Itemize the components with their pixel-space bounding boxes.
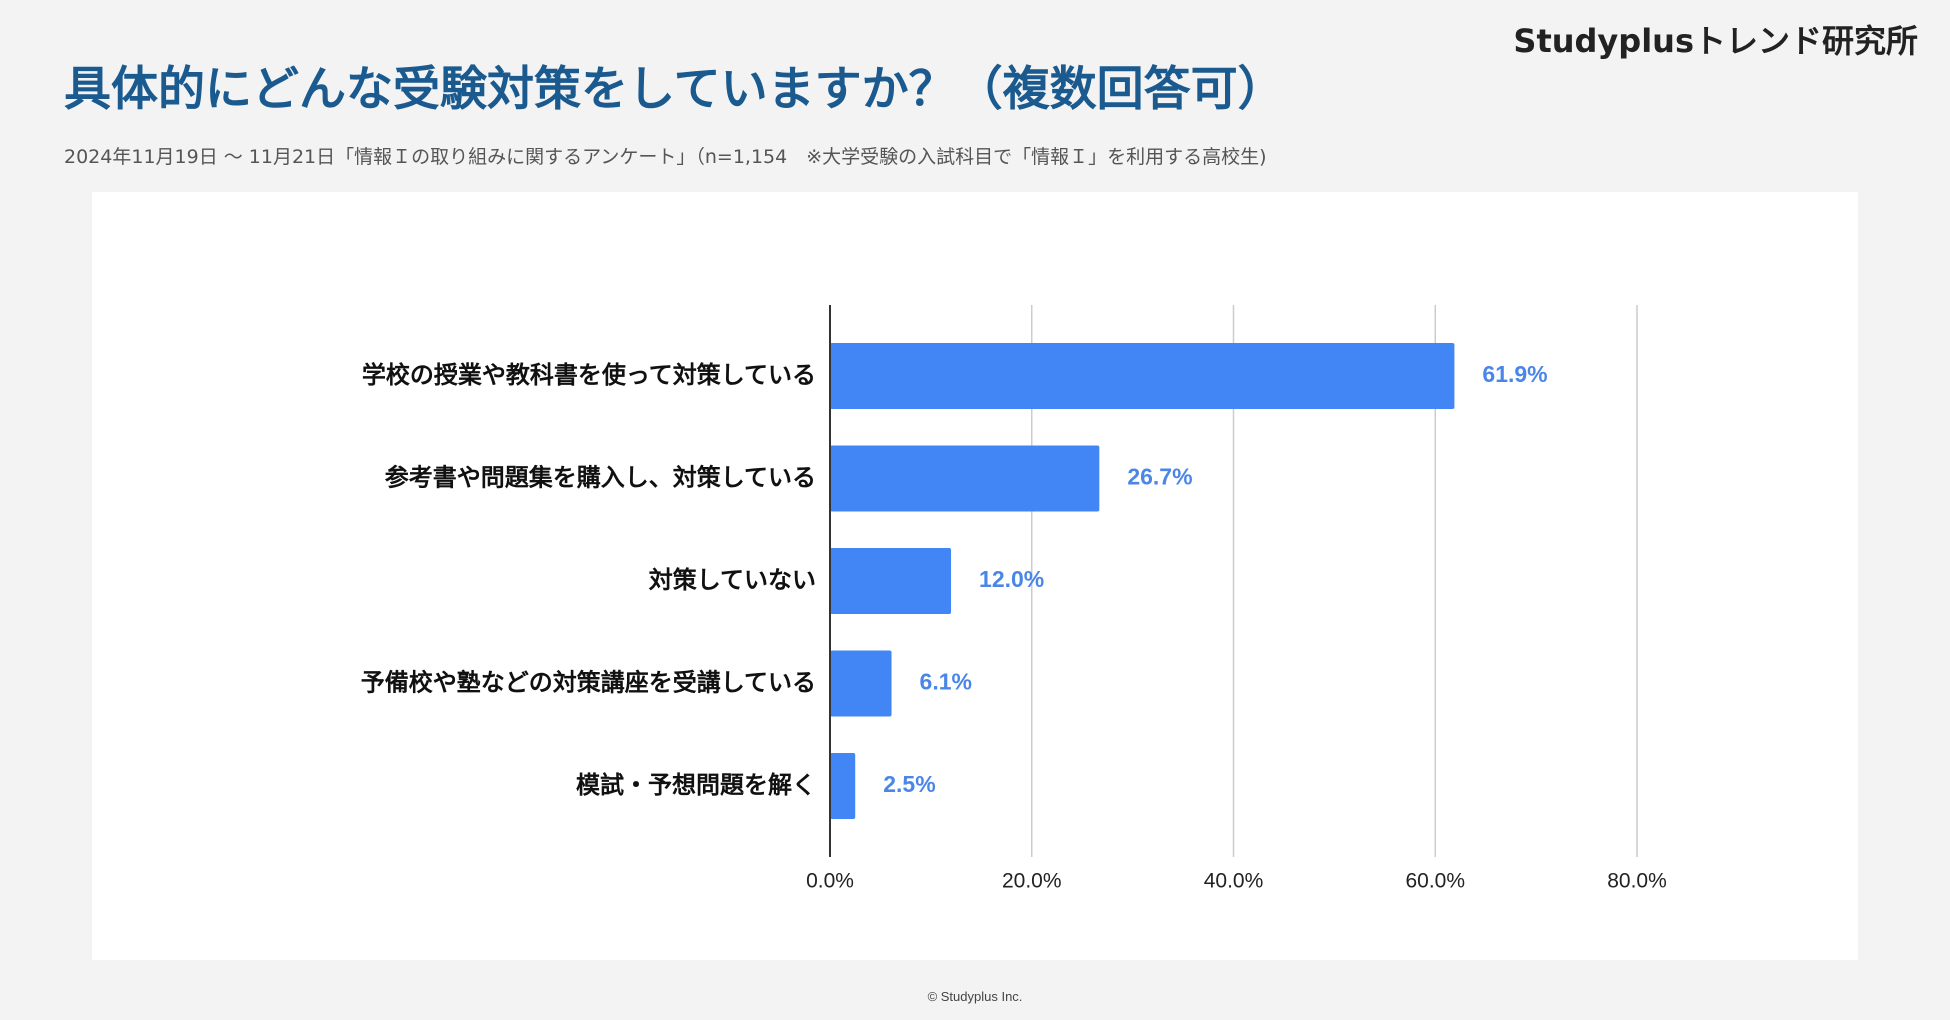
chart-panel: 学校の授業や教科書を使って対策している 61.9% 参考書や問題集を購入し、対策して… bbox=[92, 192, 1858, 960]
copyright-footer: © Studyplus Inc. bbox=[927, 989, 1023, 1004]
bar bbox=[830, 343, 1455, 409]
value-label: 61.9% bbox=[1482, 361, 1547, 387]
value-label: 6.1% bbox=[920, 669, 972, 695]
value-label: 12.0% bbox=[979, 566, 1044, 592]
x-tick-label: 60.0% bbox=[1405, 870, 1465, 893]
value-label: 2.5% bbox=[883, 771, 935, 797]
brand-logo: Studyplusトレンド研究所 bbox=[1513, 22, 1918, 60]
bar-chart: 学校の授業や教科書を使って対策している 61.9% 参考書や問題集を購入し、対策して… bbox=[361, 305, 1667, 893]
bar bbox=[830, 650, 892, 717]
category-label: 学校の授業や教科書を使って対策している bbox=[362, 361, 816, 389]
survey-subtitle: 2024年11月19日 〜 11月21日「情報Ｉの取り組みに関するアンケート」（… bbox=[64, 146, 1267, 168]
x-tick-label: 20.0% bbox=[1002, 870, 1062, 893]
bar bbox=[830, 445, 1100, 512]
category-label: 予備校や塾などの対策講座を受講している bbox=[361, 669, 816, 697]
page-title: 具体的にどんな受験対策をしていますか？（複数回答可） bbox=[64, 62, 1285, 117]
category-label: 対策していない bbox=[649, 566, 816, 594]
category-label: 参考書や問題集を購入し、対策している bbox=[385, 464, 816, 492]
bar bbox=[830, 548, 952, 614]
x-tick-label: 80.0% bbox=[1607, 870, 1667, 893]
x-tick-label: 40.0% bbox=[1204, 870, 1264, 893]
category-label: 模試・予想問題を解く bbox=[576, 771, 816, 799]
value-label: 26.7% bbox=[1127, 464, 1192, 490]
bar bbox=[830, 753, 856, 819]
x-tick-label: 0.0% bbox=[806, 870, 854, 893]
